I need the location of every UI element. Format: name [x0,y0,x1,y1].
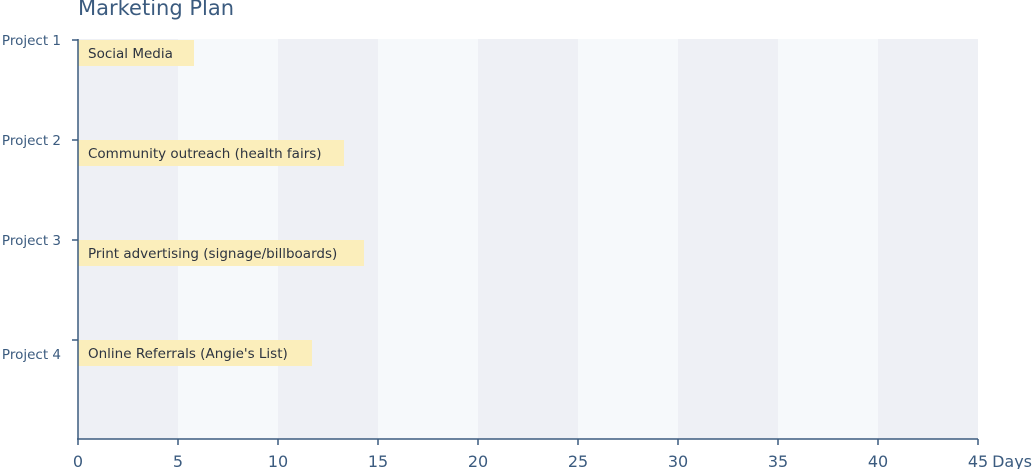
grid-band [478,39,578,439]
bars [78,40,364,366]
x-tick-label: 20 [468,452,488,469]
x-tick-label: 15 [368,452,388,469]
task-label: Social Media [88,46,173,62]
x-tick-label: 5 [173,452,183,469]
category-label: Project 2 [2,133,61,149]
category-label: Project 4 [2,347,61,363]
grid-bands [78,39,978,439]
task-label: Community outreach (health fairs) [88,146,322,162]
chart-title: Marketing Plan [78,0,235,20]
grid-band [678,39,778,439]
task-bar [78,340,312,366]
grid-band [878,39,978,439]
x-tick-label: 25 [568,452,588,469]
x-tick-label: 30 [668,452,688,469]
grid-band [78,39,178,439]
x-tick-label: 35 [768,452,788,469]
x-tick-label: 10 [268,452,288,469]
grid-band [578,39,678,439]
task-bar [78,140,344,166]
x-tick-label: 45 [968,452,988,469]
x-tick-label: 0 [73,452,83,469]
task-bar [78,40,194,66]
axes [72,39,979,445]
task-label: Print advertising (signage/billboards) [88,246,337,262]
task-label: Online Referrals (Angie's List) [88,346,288,362]
category-label: Project 1 [2,33,61,49]
x-tick-label: 40 [868,452,888,469]
grid-band [278,39,378,439]
grid-band [378,39,478,439]
category-label: Project 3 [2,233,61,249]
task-bar [78,240,364,266]
labels: Social Media Project 1 Community outreach … [2,33,1032,469]
grid-band [178,39,278,439]
x-axis-unit-label: Days [992,452,1032,469]
grid-band [778,39,878,439]
